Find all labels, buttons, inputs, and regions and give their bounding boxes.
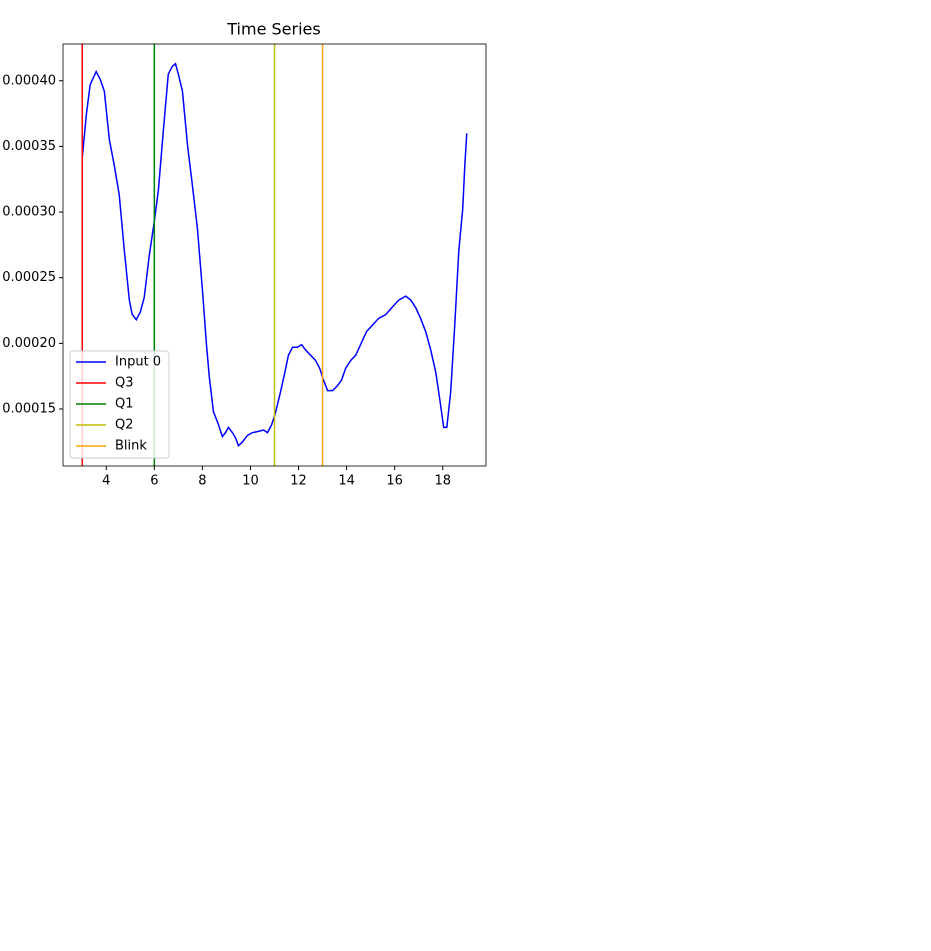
y-tick-label: 0.00025 [2, 270, 56, 285]
legend-label: Q2 [115, 418, 134, 433]
x-tick-label: 4 [102, 474, 110, 489]
y-tick-label: 0.00035 [2, 139, 56, 154]
axes-frame [62, 43, 487, 467]
data-line [81, 62, 468, 448]
x-tick-label: 8 [198, 474, 206, 489]
x-tick-label: 14 [338, 474, 355, 489]
x-tick-label: 16 [386, 474, 403, 489]
legend-label: Blink [115, 439, 147, 454]
legend-box [69, 350, 170, 459]
y-tick-label: 0.00040 [2, 73, 56, 88]
chart-title: Time Series [226, 20, 320, 39]
legend-label: Input 0 [115, 355, 161, 370]
y-tick-label: 0.00015 [2, 402, 56, 417]
y-tick-label: 0.00020 [2, 336, 56, 351]
x-tick-label: 6 [150, 474, 158, 489]
legend-label: Q1 [115, 397, 134, 412]
x-tick-label: 12 [290, 474, 307, 489]
x-tick-label: 18 [434, 474, 451, 489]
x-tick-label: 10 [242, 474, 259, 489]
y-tick-label: 0.00030 [2, 205, 56, 220]
legend-label: Q3 [115, 376, 134, 391]
